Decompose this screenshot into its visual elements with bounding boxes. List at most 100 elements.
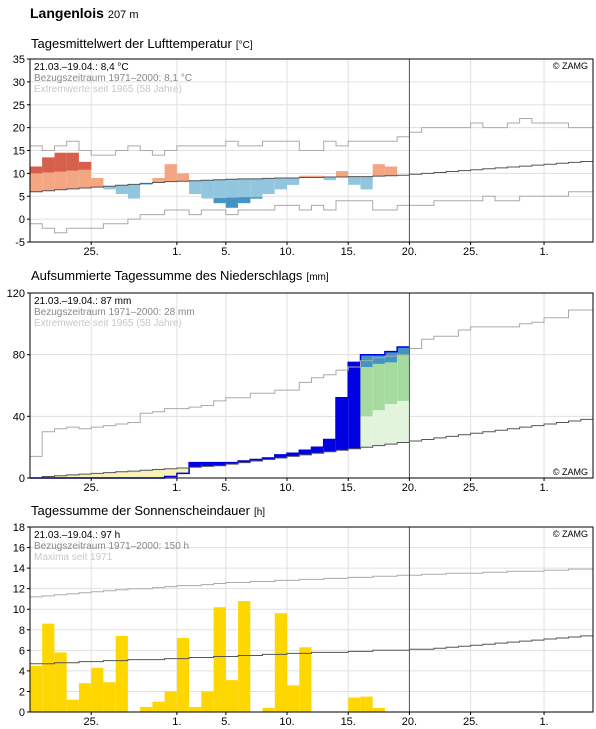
x-tick-label: 5. — [221, 482, 230, 494]
sunshine-bar — [54, 652, 67, 712]
sunshine-bar — [299, 647, 312, 713]
temperature-deviation-bar — [336, 171, 349, 177]
legend-line-3: Extremwerte seit 1965 (58 Jahre) — [34, 84, 182, 95]
precipitation-deficit-bar — [152, 469, 165, 478]
y-tick-label: 35 — [13, 54, 25, 66]
sunshine-bar — [372, 707, 385, 712]
precipitation-excess-bar — [213, 462, 226, 466]
precipitation-deficit-bar — [115, 471, 128, 478]
temperature-max-line — [30, 118, 593, 156]
x-tick-label: 1. — [539, 482, 548, 494]
temperature-deviation-bar — [115, 185, 128, 194]
copyright-label: © ZAMG — [553, 529, 588, 539]
x-tick-label: 25. — [84, 246, 99, 258]
precipitation-deficit-bar — [79, 474, 92, 478]
legend-line-1: 21.03.–19.04.: 8,4 °C — [34, 62, 129, 73]
temperature-deviation-bar — [176, 173, 190, 182]
temperature-strong-deviation-bar — [213, 198, 226, 204]
y-tick-label: 0 — [19, 473, 25, 485]
temperature-normal-line — [30, 161, 593, 193]
sunshine-bar — [140, 706, 153, 712]
sunshine-bar — [360, 696, 373, 712]
precipitation-deficit-bar — [127, 471, 141, 478]
y-tick-label: 18 — [13, 522, 25, 534]
precipitation-deficit-bar — [140, 470, 153, 478]
y-tick-label: 0 — [19, 214, 25, 226]
precipitation-chart-title: Aufsummierte Tagessumme des Niederschlag… — [31, 268, 329, 283]
precipitation-excess-bar — [201, 462, 214, 467]
temperature-chart: -5 0 5 10 15 20 25 30 35 25. 1. 5. 10. 15. 20. 25. 1. 21.… — [13, 54, 594, 258]
sunshine-bar — [189, 706, 202, 712]
sunshine-bar — [274, 613, 287, 712]
precipitation-deficit-bar — [91, 473, 104, 478]
sunshine-chart-title: Tagessumme der Sonnenscheindauer [h] — [31, 503, 265, 518]
temperature-chart-title: Tagesmittelwert der Lufttemperatur [°C] — [31, 36, 253, 51]
temperature-strong-deviation-bar — [225, 197, 238, 208]
sunshine-bar — [152, 701, 165, 712]
y-tick-label: 0 — [19, 707, 25, 719]
temperature-deviation-bar — [360, 176, 373, 190]
temperature-deviation-bar — [250, 178, 263, 199]
x-tick-label: 1. — [172, 716, 181, 728]
y-tick-label: 4 — [19, 666, 25, 678]
sunshine-bar — [91, 667, 104, 712]
precipitation-excess-bar — [287, 453, 300, 457]
x-tick-label: 25. — [463, 482, 478, 494]
x-tick-label: 25. — [463, 246, 478, 258]
temperature-strong-deviation-bar — [79, 161, 92, 170]
temperature-deviation-bar — [274, 178, 287, 190]
sunshine-max-line — [30, 568, 593, 598]
precipitation-excess-bar — [299, 450, 312, 455]
sunshine-unit: [h] — [253, 507, 266, 518]
temperature-deviation-bar — [189, 180, 202, 194]
x-tick-label: 10. — [279, 482, 294, 494]
temperature-deviation-bar — [152, 178, 165, 183]
x-tick-label: 10. — [279, 716, 294, 728]
temperature-strong-deviation-bar — [54, 152, 67, 172]
y-tick-label: 40 — [13, 411, 25, 423]
precipitation-excess-bar — [336, 397, 349, 451]
sunshine-bar — [287, 685, 300, 712]
sunshine-bar — [79, 683, 92, 712]
temperature-deviation-bar — [238, 178, 251, 204]
x-tick-label: 5. — [221, 716, 230, 728]
legend-line-2: Bezugszeitraum 1971–2000: 150 h — [34, 541, 189, 552]
temperature-strong-deviation-bar — [42, 157, 55, 173]
x-tick-label: 15. — [341, 246, 356, 258]
y-tick-label: 6 — [19, 645, 25, 657]
temperature-deviation-bar — [299, 175, 312, 178]
y-tick-label: 5 — [19, 191, 25, 203]
precipitation-upper-band — [397, 347, 410, 355]
temperature-deviation-bar — [140, 183, 153, 185]
plot-frame — [29, 58, 594, 243]
temperature-strong-deviation-bar — [30, 166, 43, 174]
y-tick-label: 10 — [13, 168, 25, 180]
x-tick-label: 25. — [84, 482, 99, 494]
sunshine-normal-line — [30, 635, 593, 665]
plot-frame — [29, 292, 594, 479]
precipitation-title-text: Aufsummierte Tagessumme des Niederschlag… — [31, 268, 303, 283]
sunshine-bar — [115, 635, 128, 712]
temperature-deviation-bar — [213, 179, 226, 204]
temperature-deviation-bar — [384, 166, 398, 176]
y-tick-label: 12 — [13, 584, 25, 596]
x-tick-label: 15. — [341, 716, 356, 728]
precipitation-excess-bar — [189, 462, 202, 468]
y-tick-label: -5 — [15, 237, 25, 249]
precipitation-median-band — [360, 367, 373, 417]
precipitation-normal-line — [30, 418, 593, 479]
sunshine-bar — [30, 665, 43, 713]
precipitation-lower-band — [360, 416, 373, 448]
station-elevation: 207 m — [107, 9, 139, 21]
temperature-deviation-bar — [311, 175, 324, 178]
temperature-deviation-bar — [372, 164, 385, 177]
sunshine-chart: 0 2 4 6 8 10 12 14 16 18 25. 1. 5. 10. 15. 20. 25. 1. 21.0… — [13, 522, 594, 728]
sunshine-bar — [66, 699, 79, 712]
temperature-deviation-bar — [323, 177, 336, 181]
temperature-deviation-bar — [201, 180, 214, 199]
x-tick-label: 20. — [402, 246, 417, 258]
station-title: Langenlois 207 m — [30, 5, 138, 21]
sunshine-bar — [213, 607, 226, 712]
sunshine-bar — [201, 691, 214, 712]
precipitation-unit: [mm] — [306, 272, 329, 283]
